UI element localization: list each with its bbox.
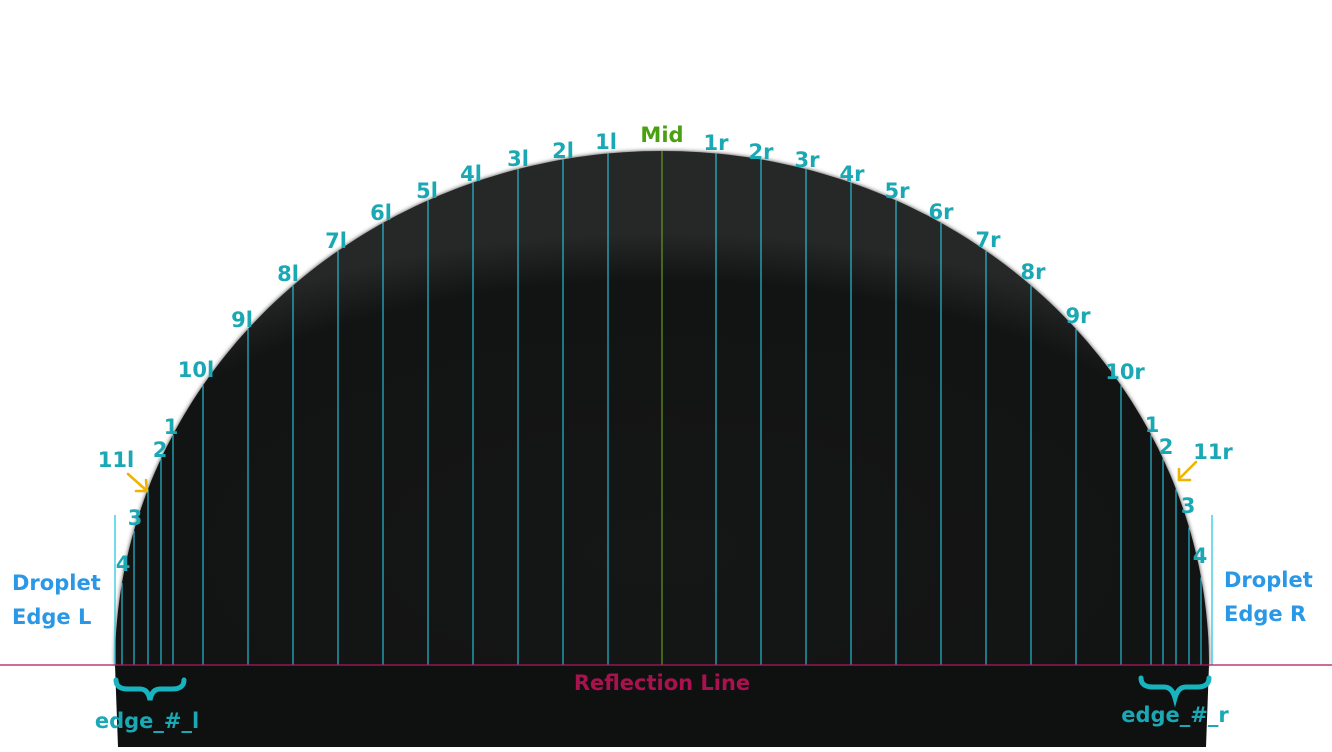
- edge-line-label-left: 4: [116, 552, 131, 576]
- droplet-edge-left-label-line2: Edge L: [12, 605, 91, 629]
- edge-group-right-label: edge_#_r: [1121, 703, 1229, 727]
- line-label-right: 2r: [749, 140, 775, 164]
- curly-brace-icon: [113, 677, 187, 701]
- line-label-left: 4l: [460, 162, 482, 186]
- line-labels: 1l 2l 3l 4l 5l 6l 7l 8l 9l 10l 11l 1r 2r 3r 4r 5r 6r 7r 8r…: [98, 130, 1234, 576]
- line-label-left: 9l: [231, 308, 253, 332]
- line-label-left: 11l: [98, 448, 134, 472]
- arrow-down-right-icon: [126, 472, 149, 493]
- reflection-line-label: Reflection Line: [574, 671, 750, 695]
- edge-line-label-left: 2: [153, 438, 168, 462]
- line-label-left: 3l: [507, 147, 529, 171]
- guide-lines: [114, 151, 1213, 665]
- line-label-right: 11r: [1193, 440, 1233, 464]
- line-label-left: 1l: [595, 130, 617, 154]
- line-label-right: 3r: [795, 148, 821, 172]
- droplet-edge-left-label-line1: Droplet: [12, 571, 101, 595]
- arrow-down-left-icon: [1177, 460, 1198, 482]
- line-label-left: 5l: [416, 179, 438, 203]
- line-label-right: 9r: [1066, 304, 1092, 328]
- line-label-right: 6r: [929, 200, 955, 224]
- edge-line-label-right: 1: [1145, 413, 1160, 437]
- mid-label: Mid: [640, 123, 683, 147]
- edge-line-label-right: 2: [1159, 435, 1174, 459]
- edge-line-label-right: 3: [1181, 494, 1196, 518]
- line-label-right: 1r: [704, 131, 730, 155]
- edge-line-label-left: 3: [128, 506, 143, 530]
- line-label-left: 6l: [370, 201, 392, 225]
- edge-group-left-label: edge_#_l: [95, 709, 199, 733]
- line-label-left: 10l: [178, 358, 214, 382]
- edge-line-label-right: 4: [1193, 544, 1208, 568]
- droplet-edge-right-label-line1: Droplet: [1224, 568, 1313, 592]
- line-label-right: 5r: [885, 179, 911, 203]
- curly-brace-icon: [1138, 675, 1212, 708]
- line-label-right: 10r: [1105, 360, 1145, 384]
- droplet-edge-right-label-line2: Edge R: [1224, 602, 1306, 626]
- edge-line-label-left: 1: [164, 415, 179, 439]
- line-label-right: 4r: [840, 162, 866, 186]
- line-label-left: 8l: [277, 262, 299, 286]
- line-label-right: 8r: [1021, 260, 1047, 284]
- line-label-left: 2l: [552, 139, 574, 163]
- line-label-right: 7r: [976, 228, 1002, 252]
- line-label-left: 7l: [325, 229, 347, 253]
